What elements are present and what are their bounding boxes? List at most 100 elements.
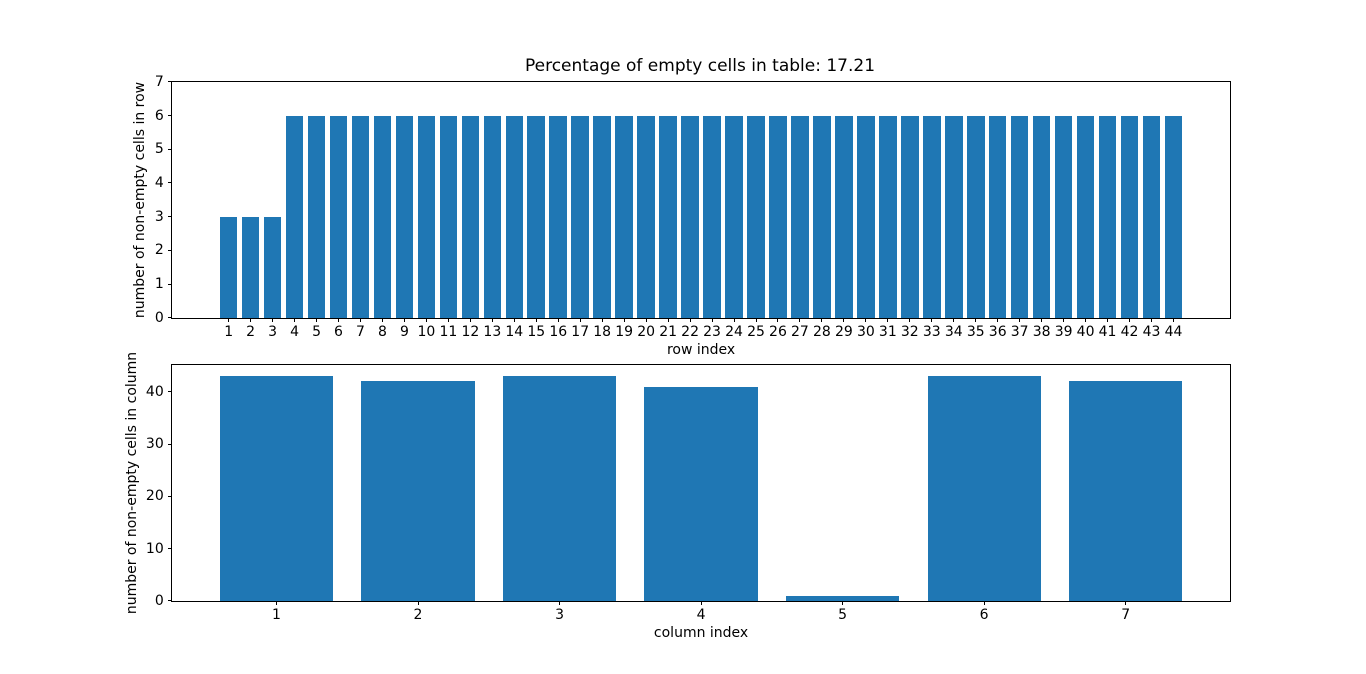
x-tick [417, 600, 419, 605]
x-tick [338, 317, 340, 322]
y-tick [167, 391, 172, 393]
bar [785, 595, 900, 601]
bar [857, 115, 875, 318]
x-tick [250, 317, 252, 322]
x-tick [1107, 317, 1109, 322]
y-tick-label: 20 [145, 488, 164, 505]
x-tick [1019, 317, 1021, 322]
y-tick [167, 283, 172, 285]
row-bar-chart: number of non-empty cells in row row ind… [132, 75, 1232, 357]
x-tick [1085, 317, 1087, 322]
y-tick-label: 4 [154, 174, 164, 191]
x-tick-label: 3 [555, 606, 564, 623]
x-tick-label: 6 [334, 323, 343, 340]
x-tick-label: 39 [1054, 323, 1073, 340]
bar [571, 115, 589, 318]
x-tick [1125, 600, 1127, 605]
x-tick [272, 317, 274, 322]
x-tick [425, 317, 427, 322]
x-tick [1129, 317, 1131, 322]
x-tick [359, 317, 361, 322]
x-tick-label: 2 [246, 323, 256, 340]
bar [813, 115, 831, 318]
x-tick [601, 317, 603, 322]
bar [879, 115, 897, 318]
x-tick [559, 600, 561, 605]
x-tick [275, 600, 277, 605]
bar [703, 115, 721, 318]
x-tick [777, 317, 779, 322]
bar [219, 376, 334, 601]
bar [593, 115, 611, 318]
x-tick-label: 8 [378, 323, 387, 340]
x-tick-label: 30 [856, 323, 875, 340]
bar [351, 115, 370, 318]
bar [988, 115, 1007, 318]
bar [1142, 115, 1161, 318]
x-tick-label: 24 [725, 323, 743, 340]
y-tick [167, 148, 172, 150]
x-tick [799, 317, 801, 322]
x-tick-label: 34 [944, 323, 963, 340]
x-tick [931, 317, 933, 322]
bar [1010, 115, 1029, 318]
bar [1032, 115, 1051, 318]
y-tick-label: 1 [154, 276, 164, 293]
x-tick-label: 36 [988, 323, 1007, 340]
row-chart-x-axis-label: row index [666, 341, 736, 358]
x-tick-label: 11 [439, 323, 458, 340]
x-tick [865, 317, 867, 322]
x-tick-label: 38 [1032, 323, 1051, 340]
x-tick [1041, 317, 1043, 322]
x-tick-label: 5 [312, 323, 322, 340]
x-tick [689, 317, 691, 322]
x-tick [228, 317, 230, 322]
y-tick [167, 443, 172, 445]
y-tick [167, 548, 172, 550]
x-tick-label: 10 [417, 323, 436, 340]
x-tick-label: 15 [527, 323, 546, 340]
bar [659, 115, 677, 318]
y-tick-label: 7 [154, 73, 164, 90]
bar [681, 115, 699, 318]
bar [923, 115, 941, 318]
x-tick-label: 7 [356, 323, 365, 340]
x-tick-label: 16 [549, 323, 568, 340]
x-tick-label: 43 [1142, 323, 1161, 340]
x-tick [843, 317, 845, 322]
x-tick [1151, 317, 1153, 322]
y-tick [167, 495, 172, 497]
x-tick-label: 1 [272, 606, 281, 623]
x-tick-label: 23 [703, 323, 721, 340]
x-tick [316, 317, 318, 322]
bar [461, 115, 480, 318]
x-tick [513, 317, 515, 322]
x-tick-label: 9 [399, 323, 409, 340]
x-tick [997, 317, 999, 322]
row-chart-y-axis-label: number of non-empty cells in row [131, 81, 148, 318]
y-tick [167, 115, 172, 117]
x-tick [733, 317, 735, 322]
y-tick-label: 6 [154, 107, 164, 124]
bar [1120, 115, 1139, 318]
bar [395, 115, 414, 318]
x-tick-label: 42 [1120, 323, 1139, 340]
y-tick-label: 30 [145, 436, 164, 453]
y-tick-label: 0 [154, 592, 164, 609]
bar [219, 216, 238, 318]
x-tick-label: 13 [483, 323, 502, 340]
x-tick-label: 44 [1164, 323, 1183, 340]
y-tick-label: 40 [145, 383, 164, 400]
x-tick-label: 19 [615, 323, 634, 340]
bar [549, 115, 568, 318]
x-tick-label: 4 [696, 606, 706, 623]
y-tick-label: 10 [145, 540, 164, 557]
x-tick-label: 33 [922, 323, 941, 340]
x-tick-label: 5 [838, 606, 848, 623]
x-tick-label: 21 [659, 323, 678, 340]
x-tick-label: 28 [813, 323, 831, 340]
bar [241, 216, 260, 318]
column-chart-x-axis-label: column index [653, 624, 749, 641]
x-tick [953, 317, 955, 322]
y-tick-label: 5 [154, 141, 164, 158]
